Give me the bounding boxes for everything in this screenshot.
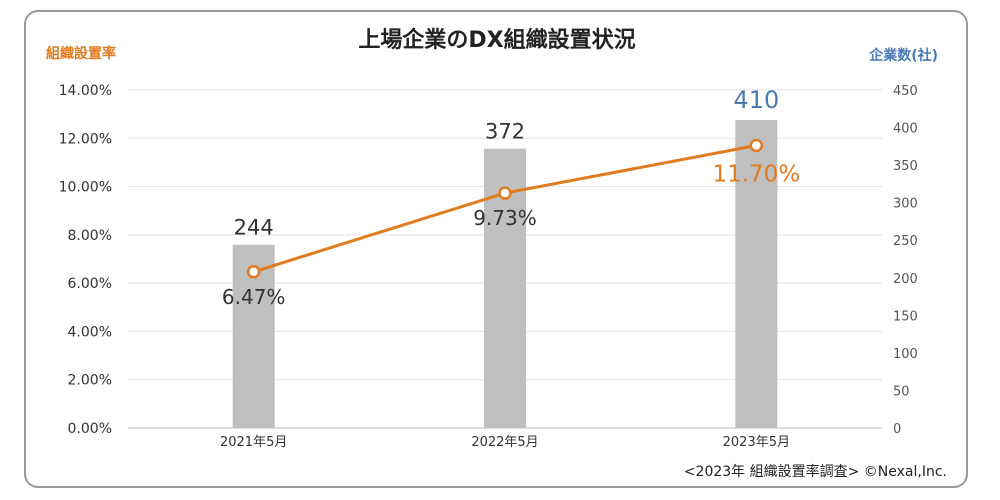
category-label: 2021年5月 [220, 435, 287, 450]
left-tick-label: 2.00% [68, 373, 112, 389]
bar-value-label: 372 [485, 120, 525, 144]
bar-value-label: 410 [733, 86, 779, 114]
line-value-label: 6.47% [222, 285, 286, 309]
right-tick-label: 300 [893, 197, 918, 212]
right-tick-label: 350 [893, 159, 918, 174]
line-point [498, 186, 512, 200]
bar [735, 120, 778, 429]
footer-credit: <2023年 組織設置率調査> ©Nexal,Inc. [684, 463, 947, 480]
bar-series [232, 120, 778, 429]
chart-title: 上場企業のDX組織設置状況 [358, 27, 635, 53]
left-tick-label: 10.00% [59, 180, 112, 196]
right-tick-label: 450 [893, 84, 918, 99]
left-tick-label: 8.00% [68, 228, 112, 244]
right-tick-label: 50 [893, 384, 910, 399]
right-tick-label: 150 [893, 309, 918, 324]
left-tick-label: 6.00% [68, 276, 112, 292]
left-tick-label: 4.00% [68, 324, 112, 340]
line-point [749, 138, 764, 153]
line-series [246, 138, 764, 279]
category-labels: 2021年5月 2022年5月 2023年5月 [220, 435, 790, 450]
category-label: 2022年5月 [471, 435, 538, 450]
left-tick-label: 0.00% [68, 421, 112, 437]
right-axis-title: 企業数(社) [868, 47, 938, 64]
data-labels: 244 372 410 6.47% 9.73% 11.70% [222, 86, 800, 309]
right-tick-label: 400 [893, 122, 918, 137]
right-tick-label: 200 [893, 272, 918, 287]
line-value-label: 9.73% [473, 206, 537, 230]
right-tick-label: 100 [893, 347, 918, 362]
left-axis-ticks: 0.00% 2.00% 4.00% 6.00% 8.00% 10.00% 12.00% 14.… [59, 83, 112, 437]
line-point [246, 265, 261, 279]
right-tick-label: 0 [893, 422, 901, 437]
left-tick-label: 12.00% [59, 131, 112, 147]
bar-value-label: 244 [234, 216, 274, 240]
line-value-label: 11.70% [712, 162, 800, 188]
left-axis-title: 組織設置率 [46, 45, 116, 62]
right-tick-label: 250 [893, 234, 918, 249]
category-label: 2023年5月 [723, 435, 790, 450]
left-tick-label: 14.00% [59, 83, 112, 99]
right-axis-ticks: 0 50 100 150 200 250 300 350 400 450 [893, 84, 918, 437]
